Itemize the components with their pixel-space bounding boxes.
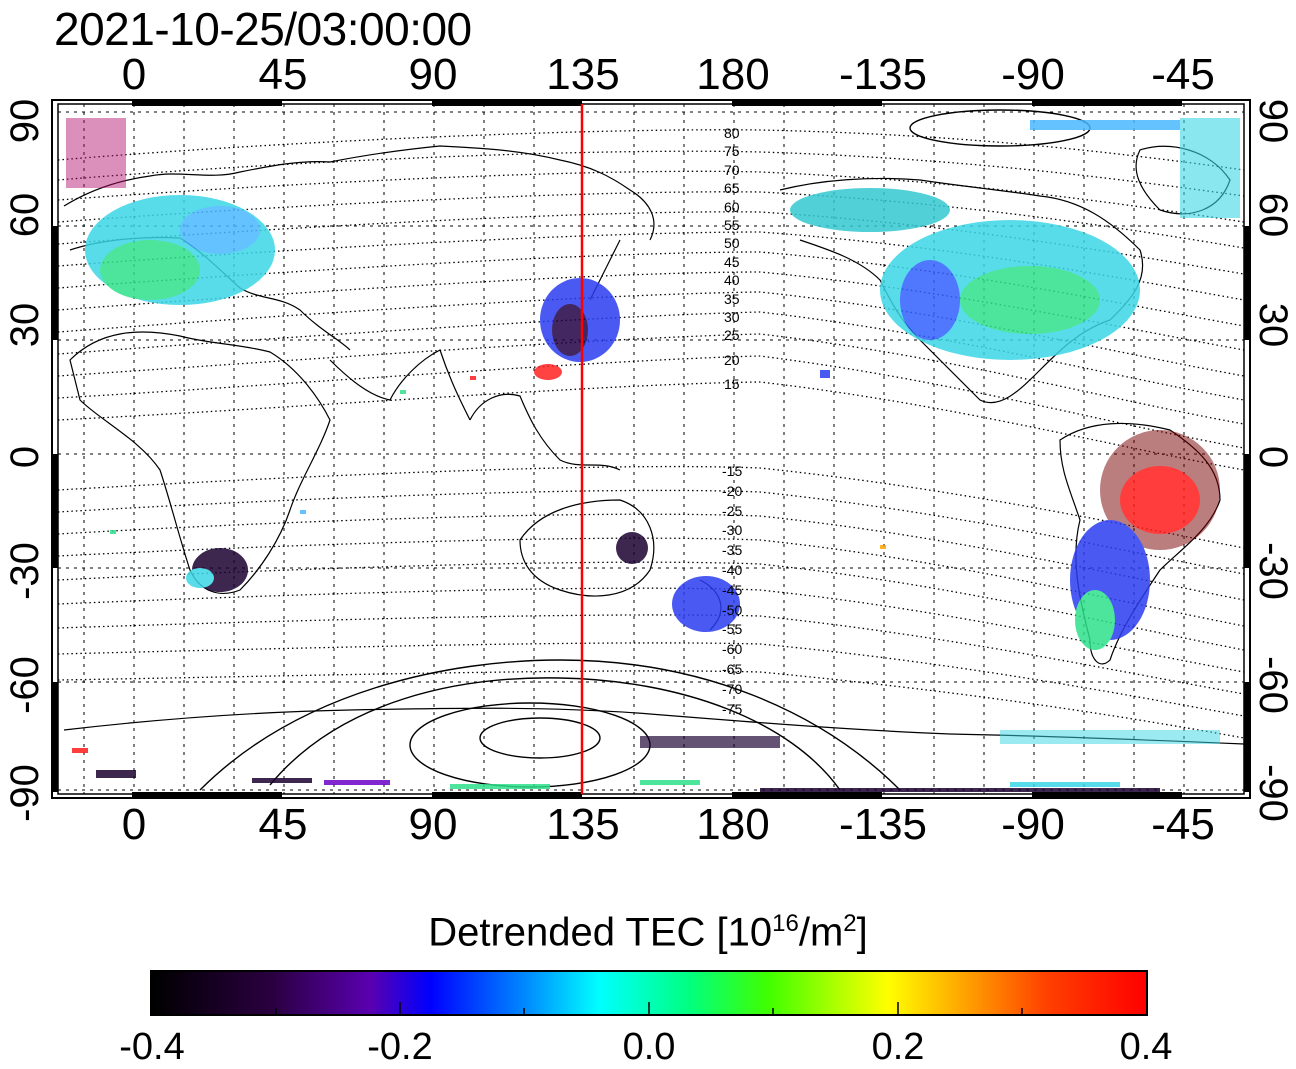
contour-label: -60	[722, 641, 743, 658]
contour-label: 35	[724, 290, 740, 307]
colorbar-tick: -0.2	[367, 1026, 433, 1068]
contour-label: -55	[722, 621, 743, 638]
map-timestamp: 2021-10-25/03:00:00	[54, 3, 472, 55]
bottom-lon-tick-180: 180	[696, 800, 770, 849]
colorbar-label-text: Detrended TEC [10	[428, 910, 773, 955]
contour-label: -25	[722, 502, 743, 519]
top-lon-tick-180: 180	[696, 50, 770, 99]
bottom-lon-tick-0: 0	[121, 800, 147, 849]
contour-label: 30	[724, 309, 740, 326]
top-lon-tick-m135: -135	[838, 50, 928, 99]
contour-label: -45	[722, 581, 743, 598]
colorbar-tick: 0.2	[871, 1026, 925, 1068]
contour-label: 20	[724, 351, 740, 368]
colorbar	[150, 970, 1148, 1016]
bottom-lon-tick-m90: -90	[1001, 800, 1065, 849]
top-lon-tick-m45: -45	[1151, 50, 1215, 99]
frame-tick-bars	[52, 100, 1250, 798]
top-lon-tick-0: 0	[121, 50, 147, 99]
bottom-lon-tick-135: 135	[546, 800, 620, 849]
colorbar-label: Detrended TEC [1016/m2]	[0, 910, 1296, 955]
contour-labels-south: -15 -20 -25 -30 -35 -40 -45 -50 -55 -60 …	[722, 462, 742, 719]
contour-labels-north: 80 75 70 65 60 55 50 45 40 35 30 25 20 1…	[724, 124, 740, 394]
contour-label: -65	[722, 660, 743, 677]
contour-label: -75	[722, 700, 743, 717]
bottom-lon-tick-m45: -45	[1151, 800, 1215, 849]
bottom-lon-tick-45: 45	[258, 800, 308, 849]
contour-label: -70	[722, 680, 743, 697]
contour-label: -35	[722, 542, 743, 559]
contour-label: 70	[724, 161, 740, 178]
top-lon-tick-135: 135	[546, 50, 620, 99]
contour-label: 60	[724, 198, 740, 215]
contour-label: 15	[724, 376, 740, 393]
top-lon-tick-90: 90	[408, 50, 458, 99]
colorbar-tick: 0.0	[622, 1026, 676, 1068]
colorbar-label-exponent: 16	[772, 910, 799, 937]
tec-map	[51, 99, 1251, 799]
contour-label: -15	[722, 463, 743, 479]
colorbar-label-unit-exponent: 2	[843, 910, 857, 937]
contour-label: 50	[724, 235, 740, 252]
contour-label: 25	[724, 327, 740, 344]
bottom-lon-tick-m135: -135	[838, 800, 928, 849]
contour-label: 55	[724, 217, 740, 234]
top-lon-tick-45: 45	[258, 50, 308, 99]
colorbar-label-unit: /m	[798, 910, 844, 955]
colorbar-tick: 0.4	[1119, 1026, 1173, 1068]
contour-label: -50	[722, 601, 743, 618]
contour-label: -20	[722, 482, 743, 499]
contour-label: 65	[724, 180, 740, 197]
contour-label: 75	[724, 143, 740, 160]
bottom-lon-tick-90: 90	[408, 800, 458, 849]
contour-label: -30	[722, 522, 743, 539]
tec-observations	[66, 118, 1240, 792]
contour-label: 80	[724, 125, 740, 141]
contour-label: 45	[724, 253, 740, 270]
colorbar-label-end: ]	[856, 910, 868, 955]
contour-label: -40	[722, 561, 743, 578]
colorbar-tick: -0.4	[119, 1026, 185, 1068]
contour-label: 40	[724, 272, 740, 289]
top-lon-tick-m90: -90	[1001, 50, 1065, 99]
